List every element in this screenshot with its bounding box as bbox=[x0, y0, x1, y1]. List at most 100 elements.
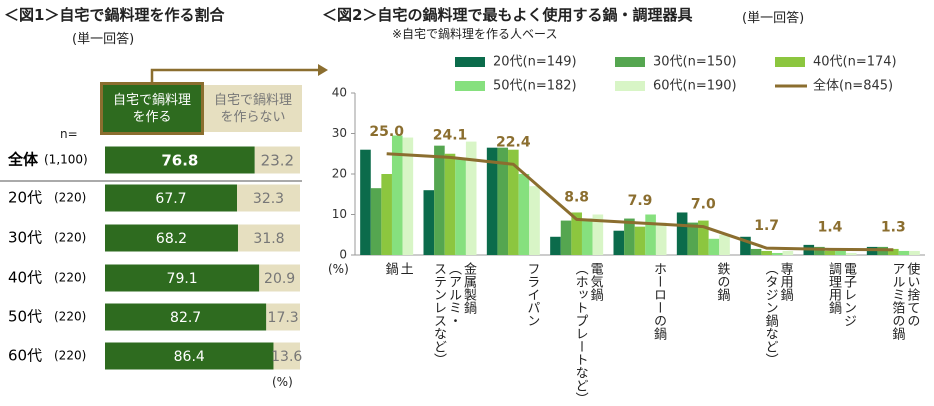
value-label: 86.4 bbox=[174, 349, 205, 365]
value-label: 68.2 bbox=[156, 231, 187, 247]
line-value-label: 1.3 bbox=[881, 220, 906, 236]
row-label: 40代 bbox=[8, 269, 42, 287]
bar bbox=[391, 135, 403, 255]
bar bbox=[592, 214, 604, 255]
bar bbox=[518, 174, 530, 255]
legend-swatch bbox=[455, 81, 485, 91]
y-tick-label: 10 bbox=[332, 207, 347, 221]
row-label: 30代 bbox=[8, 229, 42, 247]
bar bbox=[645, 214, 656, 255]
bar bbox=[571, 212, 582, 255]
bar bbox=[888, 248, 899, 255]
bar-segment bbox=[105, 342, 274, 370]
n-label: n= bbox=[60, 127, 78, 141]
legend-swatch bbox=[775, 57, 805, 67]
bar-segment bbox=[105, 264, 260, 292]
legend-label: 20代(n=149) bbox=[493, 55, 577, 70]
x-tick-label: 金属製鍋 （アルミ・ ステンレスなど） bbox=[431, 262, 476, 366]
bar bbox=[687, 222, 699, 255]
line-value-label: 22.4 bbox=[496, 134, 531, 150]
bar-segment bbox=[273, 342, 300, 370]
bar bbox=[750, 248, 762, 255]
bar bbox=[698, 220, 709, 255]
bar bbox=[613, 230, 625, 255]
note: ※自宅で鍋料理を作る人ベース bbox=[392, 27, 558, 41]
legend-swatch bbox=[615, 81, 645, 91]
bar bbox=[771, 252, 783, 255]
bar-segment bbox=[237, 184, 300, 212]
value-label: 32.3 bbox=[253, 191, 284, 207]
total-line bbox=[386, 152, 894, 252]
x-tick-label: フライパン bbox=[524, 262, 540, 327]
row-n: (220) bbox=[54, 310, 86, 324]
row-n: (220) bbox=[54, 271, 86, 285]
line-value-label: 1.4 bbox=[818, 219, 843, 235]
title-2: ＜図2＞自宅の鍋料理で最もよく使用する鍋・調理器具 bbox=[322, 6, 693, 24]
arrow-head bbox=[318, 64, 328, 76]
legend-label: 50代(n=182) bbox=[493, 79, 577, 94]
x-tick-label: 鉄の鍋 bbox=[714, 262, 730, 301]
x-tick-label: 電気鍋 （ホットプレートなど） bbox=[572, 262, 603, 405]
bar-segment bbox=[105, 146, 255, 174]
bar bbox=[497, 147, 509, 255]
subtitle-1: (単一回答) bbox=[72, 32, 135, 47]
bar bbox=[444, 153, 456, 255]
bar bbox=[782, 250, 794, 255]
row-n: (1,100) bbox=[44, 153, 88, 167]
bar-segment bbox=[266, 303, 300, 331]
bar bbox=[655, 222, 667, 255]
bar-segment bbox=[259, 264, 300, 292]
value-label: 76.8 bbox=[161, 152, 198, 170]
value-label: 67.7 bbox=[155, 191, 186, 207]
row-label: 60代 bbox=[8, 347, 42, 365]
legend-swatch bbox=[615, 57, 645, 67]
row-n: (220) bbox=[54, 191, 86, 205]
bar bbox=[814, 246, 825, 255]
bar-segment bbox=[105, 184, 238, 212]
line-value-label: 7.9 bbox=[628, 193, 653, 209]
bar-segment bbox=[105, 303, 267, 331]
bar bbox=[624, 218, 635, 255]
row-n: (220) bbox=[54, 231, 86, 245]
bar bbox=[708, 238, 720, 255]
bar bbox=[486, 147, 498, 255]
bar bbox=[719, 234, 730, 255]
legend-not-make: 自宅で鍋料理を作らない bbox=[204, 85, 302, 132]
y-tick-label: 30 bbox=[332, 126, 347, 140]
row-label: 50代 bbox=[8, 308, 42, 326]
bar bbox=[898, 250, 910, 255]
x-tick-label: 土 鍋 bbox=[382, 262, 413, 275]
row-label: 全体 bbox=[7, 151, 39, 169]
x-tick-label: 使い捨ての アルミ箔の鍋 bbox=[889, 262, 920, 340]
bar bbox=[455, 157, 466, 255]
value-label: 82.7 bbox=[170, 310, 201, 326]
bar bbox=[634, 226, 646, 255]
line-value-label: 1.7 bbox=[754, 218, 779, 234]
bar bbox=[423, 190, 435, 255]
value-label: 13.6 bbox=[271, 349, 302, 365]
value-label: 20.9 bbox=[264, 271, 295, 287]
bar bbox=[560, 220, 572, 255]
x-tick-label: 電子レンジ 調理用鍋 bbox=[826, 262, 856, 327]
y-tick-label: 0 bbox=[339, 248, 347, 262]
legend-make: 自宅で鍋料理を作る bbox=[100, 82, 204, 135]
title-1: ＜図1＞自宅で鍋料理を作る割合 bbox=[4, 6, 225, 24]
row-label: 20代 bbox=[8, 189, 42, 207]
legend-label: 30代(n=150) bbox=[653, 55, 737, 70]
bar-segment bbox=[105, 224, 238, 252]
legend-label: 全体(n=845) bbox=[813, 78, 893, 94]
line-value-label: 7.0 bbox=[691, 197, 716, 213]
line-value-label: 8.8 bbox=[564, 189, 589, 205]
bar bbox=[740, 236, 751, 255]
bar bbox=[835, 250, 846, 255]
value-label: 31.8 bbox=[253, 231, 284, 247]
connector-arrow bbox=[150, 68, 318, 82]
bar bbox=[402, 137, 414, 255]
bar bbox=[434, 145, 445, 255]
subtitle-2: (単一回答) bbox=[742, 11, 805, 26]
y-tick-label: 40 bbox=[332, 86, 347, 100]
bar bbox=[360, 149, 371, 255]
bar bbox=[909, 250, 920, 255]
legend-swatch bbox=[455, 57, 485, 67]
bar bbox=[465, 141, 477, 255]
